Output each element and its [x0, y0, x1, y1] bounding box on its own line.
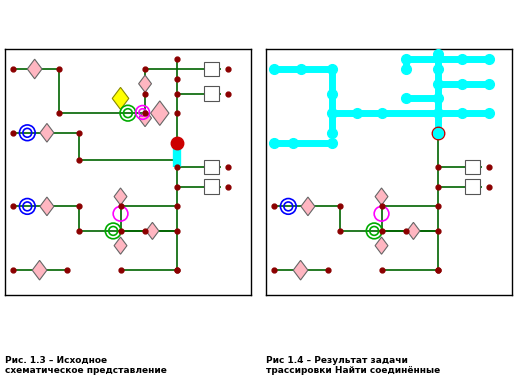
Polygon shape — [204, 86, 219, 101]
Polygon shape — [407, 222, 420, 240]
Polygon shape — [465, 179, 480, 194]
Polygon shape — [375, 188, 388, 205]
Polygon shape — [204, 179, 219, 194]
Polygon shape — [301, 197, 315, 216]
Polygon shape — [32, 260, 47, 280]
Polygon shape — [27, 59, 42, 79]
Polygon shape — [204, 160, 219, 174]
Polygon shape — [139, 109, 151, 127]
Text: Рис. 1.3 – Исходное
схематическое представление: Рис. 1.3 – Исходное схематическое предст… — [5, 356, 167, 375]
Text: Рис 1.4 – Результат задачи
трассировки Найти соединённые: Рис 1.4 – Результат задачи трассировки Н… — [266, 356, 441, 375]
Polygon shape — [204, 62, 219, 76]
Polygon shape — [114, 237, 127, 254]
Polygon shape — [40, 197, 54, 216]
Polygon shape — [293, 260, 308, 280]
Polygon shape — [146, 222, 159, 240]
Polygon shape — [465, 160, 480, 174]
Polygon shape — [112, 88, 129, 109]
Polygon shape — [150, 101, 169, 126]
Polygon shape — [114, 188, 127, 205]
Polygon shape — [139, 75, 151, 92]
Polygon shape — [40, 124, 54, 142]
Polygon shape — [375, 237, 388, 254]
